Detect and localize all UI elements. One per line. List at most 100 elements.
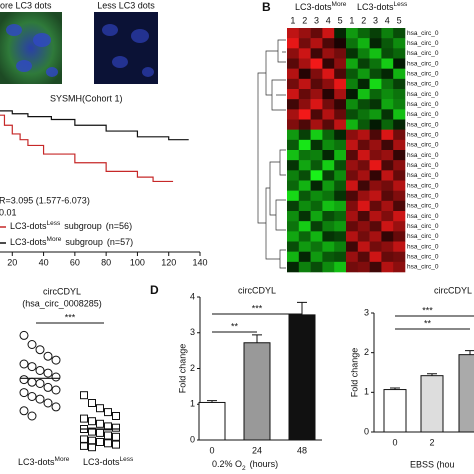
- heatmap-cell: [381, 48, 394, 59]
- text-part: More: [332, 1, 347, 8]
- error-bar: [297, 301, 307, 315]
- heatmap-cell: [369, 221, 382, 232]
- column-label: 3: [314, 15, 319, 25]
- text-part: More: [47, 236, 62, 243]
- row-label: hsa_circ_0: [407, 152, 439, 159]
- heatmap-cell: [369, 241, 382, 252]
- row-label: hsa_circ_0: [407, 223, 439, 230]
- heatmap-cell: [369, 78, 382, 90]
- x-tick-label: 0: [392, 437, 397, 447]
- heatmap-cell: [381, 78, 394, 90]
- heatmap-cell: [346, 99, 359, 110]
- heatmap-cell: [381, 89, 394, 100]
- data-point: [35, 345, 45, 355]
- data-point: [88, 427, 96, 436]
- heatmap-cell: [369, 150, 382, 161]
- heatmap-cell: [287, 160, 300, 171]
- heatmap-cell: [369, 129, 382, 141]
- heatmap-cell: [357, 160, 370, 171]
- row-label: hsa_circ_0: [407, 121, 439, 128]
- heatmap-cell: [346, 58, 359, 69]
- heatmap-cell: [310, 48, 323, 59]
- x-tick-label: 80: [101, 257, 111, 267]
- heatmap-cell: [357, 119, 370, 130]
- bar: [420, 375, 444, 433]
- row-label: hsa_circ_0: [407, 233, 439, 240]
- heatmap-cell: [334, 200, 347, 212]
- text-part: subgroup: [64, 221, 102, 231]
- row-label: hsa_circ_0: [407, 142, 439, 149]
- row-label: hsa_circ_0: [407, 213, 439, 220]
- data-point: [19, 375, 29, 385]
- row-label: hsa_circ_0: [407, 91, 439, 98]
- data-point: [35, 379, 45, 388]
- y-tick-label: 3: [190, 327, 195, 337]
- data-point: [80, 391, 88, 400]
- y-tick-label: 0: [364, 426, 369, 436]
- row-label: hsa_circ_0: [407, 111, 439, 118]
- row-label: hsa_circ_0: [407, 70, 439, 77]
- heatmap-cell: [322, 231, 335, 242]
- heatmap-cell: [357, 221, 370, 232]
- heatmap-cell: [369, 160, 382, 171]
- heatmap-cell: [346, 200, 359, 212]
- heatmap-cell: [357, 251, 370, 263]
- heatmap-cell: [322, 261, 335, 273]
- heatmap-cell: [369, 38, 382, 49]
- text-part: More: [55, 456, 70, 463]
- data-point: [43, 398, 53, 408]
- data-point: [104, 431, 112, 440]
- heatmap-cell: [298, 89, 311, 100]
- y-axis-label: Fold change: [177, 344, 187, 394]
- heatmap-cell: [287, 200, 300, 212]
- heatmap-cell: [334, 129, 347, 141]
- data-point: [88, 399, 96, 407]
- data-point: [51, 385, 61, 395]
- heatmap-cell: [287, 48, 300, 59]
- data-point: [27, 377, 37, 387]
- heatmap-cell: [346, 78, 359, 90]
- heatmap-cell: [310, 200, 323, 212]
- data-point: [80, 441, 88, 450]
- data-point: [104, 408, 112, 417]
- heatmap-cell: [357, 99, 370, 110]
- heatmap-cell: [369, 211, 382, 222]
- heatmap-cell: [298, 170, 311, 181]
- text-part: Less: [120, 456, 134, 463]
- heatmap-cell: [334, 109, 347, 120]
- heatmap-cell: [381, 251, 394, 263]
- bar: [198, 401, 226, 441]
- heatmap-cell: [310, 99, 323, 110]
- heatmap-cell: [322, 89, 335, 100]
- heatmap-cell: [369, 251, 382, 263]
- x-tick-label: LC3-dotsMore: [18, 456, 70, 467]
- row-label: hsa_circ_0: [407, 101, 439, 108]
- panel-label: D: [150, 283, 159, 297]
- x-axis-label: 0.2% O2 (hours): [212, 459, 278, 472]
- heatmap-cell: [298, 150, 311, 161]
- heatmap-cell: [393, 231, 406, 242]
- column-label: 2: [302, 15, 307, 25]
- heatmap-cell: [357, 211, 370, 222]
- x-tick-label: 2: [429, 437, 434, 447]
- data-point: [80, 414, 88, 423]
- significance: ***: [65, 312, 76, 322]
- heatmap-cell: [310, 68, 323, 80]
- significance: **: [231, 321, 239, 331]
- column-label: 5: [338, 15, 343, 25]
- heatmap-cell: [310, 58, 323, 69]
- data-point: [112, 423, 120, 432]
- column-label: 3: [373, 15, 378, 25]
- error-bar: [427, 373, 437, 376]
- row-label: hsa_circ_0: [407, 203, 439, 210]
- heatmap-cell: [381, 261, 394, 273]
- heatmap-cell: [287, 139, 300, 151]
- bar: [288, 314, 316, 441]
- row-label: hsa_circ_0: [407, 50, 439, 57]
- data-point: [19, 388, 29, 398]
- heatmap-cell: [381, 200, 394, 212]
- heatmap-cell: [381, 119, 394, 130]
- y-tick-label: 1: [190, 399, 195, 409]
- heatmap-cell: [334, 180, 347, 191]
- heatmap-cell: [393, 119, 406, 130]
